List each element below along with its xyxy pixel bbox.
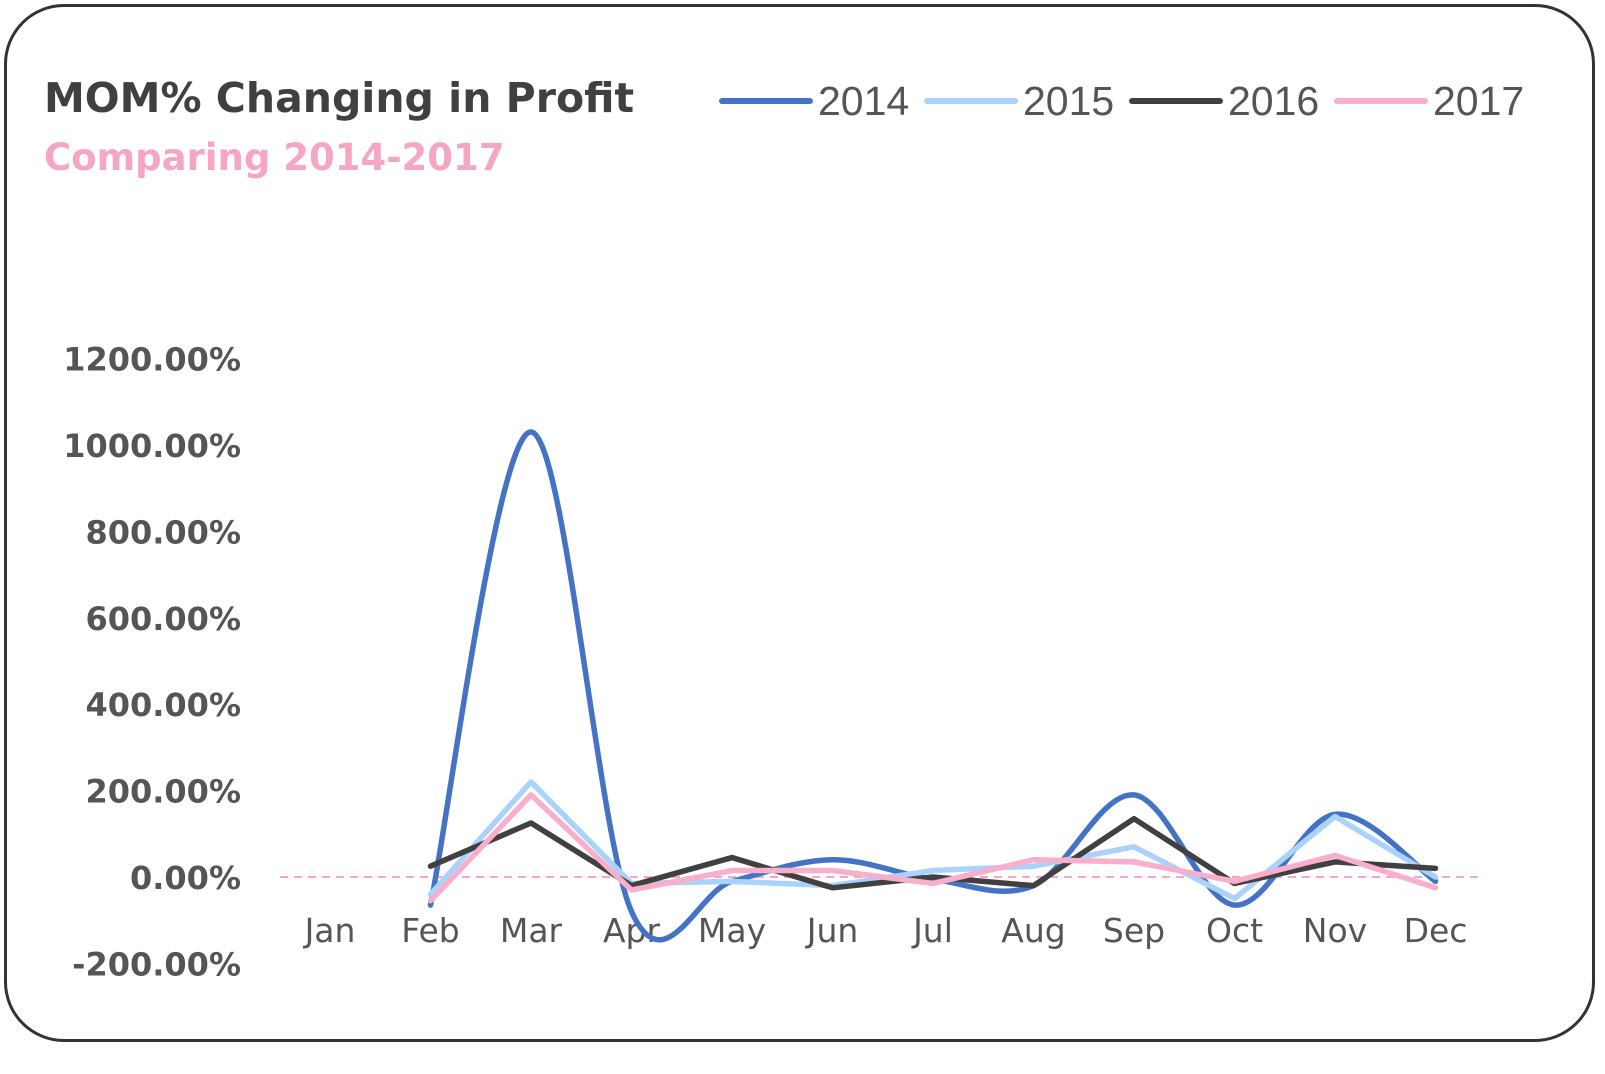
legend-label: 2017 [1433, 78, 1524, 124]
y-axis: -200.00% 0.00% 200.00% 400.00% 600.00% 800.00… [63, 341, 241, 984]
series-line-2016 [427, 815, 1439, 891]
legend: 2014 2015 2016 2017 [719, 78, 1524, 124]
y-tick-label: 200.00% [85, 773, 241, 811]
y-tick-label: 400.00% [85, 686, 241, 724]
series-line-2014 [427, 429, 1439, 943]
y-tick-label: 1000.00% [63, 427, 241, 465]
y-tick-label: -200.00% [72, 945, 241, 983]
x-tick-label: Aug [1001, 911, 1065, 950]
series-line-2017 [427, 792, 1439, 904]
legend-item-2014: 2014 [719, 78, 909, 124]
x-tick-label: Feb [401, 911, 459, 950]
plot-area [427, 429, 1439, 943]
legend-label: 2016 [1228, 78, 1319, 124]
y-tick-label: 0.00% [130, 859, 241, 897]
chart-subtitle: Comparing 2014-2017 [44, 136, 505, 179]
x-tick-label: Dec [1404, 911, 1468, 950]
x-tick-label: May [698, 911, 766, 950]
x-tick-label: Mar [500, 911, 563, 950]
x-tick-label: Jul [911, 911, 953, 950]
y-tick-label: 800.00% [85, 513, 241, 551]
x-tick-label: Sep [1103, 911, 1165, 950]
x-tick-label: Nov [1303, 911, 1367, 950]
y-tick-label: 1200.00% [63, 341, 241, 379]
legend-label: 2014 [818, 78, 909, 124]
chart-title: MOM% Changing in Profit [44, 74, 635, 122]
legend-item-2017: 2017 [1334, 78, 1524, 124]
y-tick-label: 600.00% [85, 600, 241, 638]
x-tick-label: Jan [303, 911, 356, 950]
legend-item-2015: 2015 [924, 78, 1114, 124]
x-tick-label: Jun [805, 911, 859, 950]
x-tick-label: Oct [1206, 911, 1263, 950]
legend-label: 2015 [1023, 78, 1114, 124]
legend-item-2016: 2016 [1129, 78, 1319, 124]
x-axis: Jan Feb Mar Apr May Jun Jul Aug Sep Oct Nov Dec [303, 911, 1468, 950]
